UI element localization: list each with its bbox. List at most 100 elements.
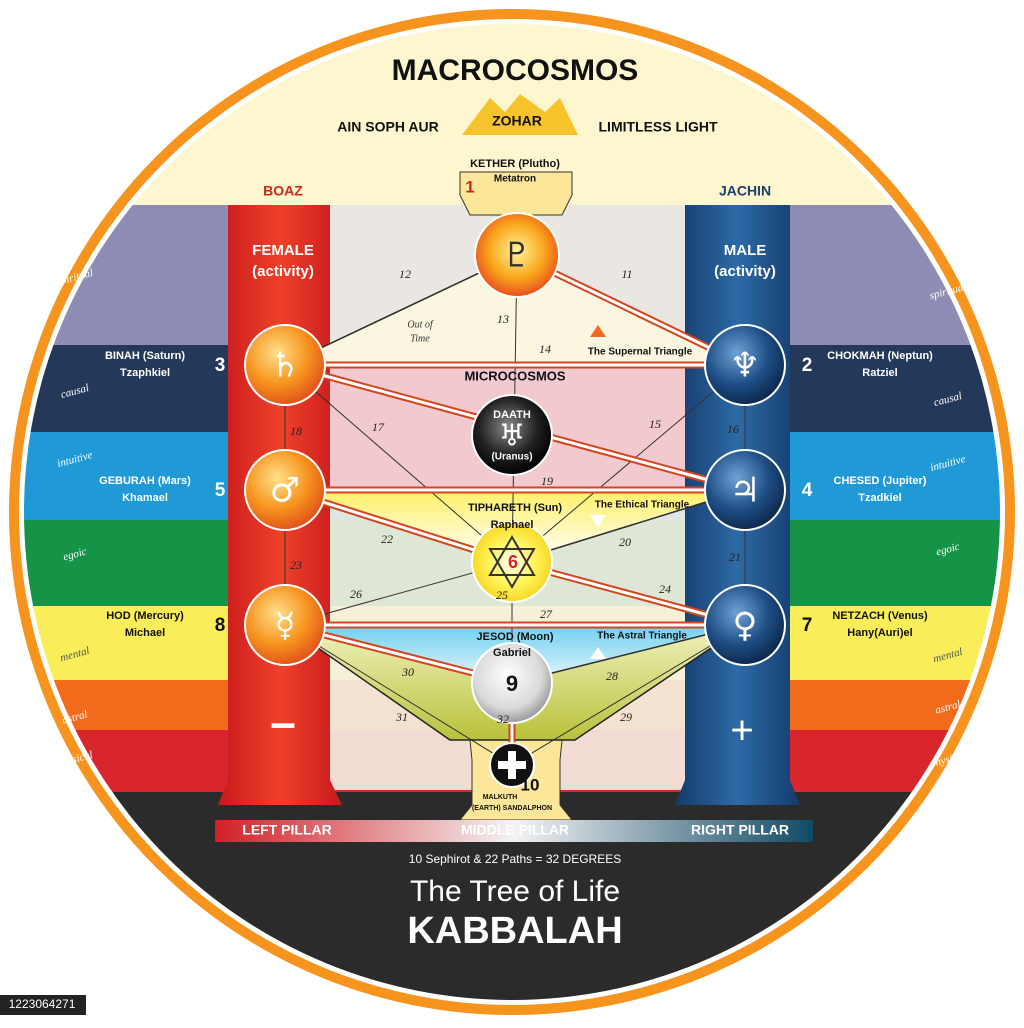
path-number: 21 bbox=[729, 550, 741, 564]
sephira-symbol: ♄ bbox=[270, 346, 300, 386]
path-number: 16 bbox=[727, 422, 739, 436]
image-id: 1223064271 bbox=[9, 997, 76, 1011]
sephira-angel: Gabriel bbox=[493, 647, 531, 659]
path-number: 22 bbox=[381, 532, 393, 546]
sephira bbox=[471, 521, 553, 603]
path-number: 14 bbox=[539, 342, 551, 356]
path-number: 19 bbox=[541, 474, 553, 488]
footer-summary: 10 Sephirot & 22 Paths = 32 DEGREES bbox=[409, 852, 621, 866]
path-number: 28 bbox=[606, 669, 618, 683]
sephira bbox=[471, 642, 553, 724]
header-right: LIMITLESS LIGHT bbox=[599, 119, 718, 135]
sephira-angel: (EARTH) SANDALPHON bbox=[472, 805, 552, 812]
daath bbox=[471, 394, 553, 476]
triangle-marker bbox=[590, 647, 606, 659]
path-number: 25 bbox=[496, 588, 508, 602]
sephira-name: HOD (Mercury) bbox=[106, 610, 184, 622]
path-number: 32 bbox=[496, 712, 509, 726]
path-number: 17 bbox=[372, 420, 385, 434]
footer-title: The Tree of Life bbox=[410, 875, 620, 908]
pillar-label: MIDDLE PILLAR bbox=[461, 822, 569, 838]
pillar-name: BOAZ bbox=[263, 183, 303, 199]
path-line bbox=[284, 364, 513, 563]
path-number: 13 bbox=[497, 312, 509, 326]
pillar-label: RIGHT PILLAR bbox=[691, 822, 789, 838]
path-number: 24 bbox=[659, 582, 671, 596]
pillar-bar bbox=[215, 820, 813, 842]
sephira bbox=[244, 449, 326, 531]
sephira-symbol: ♃ bbox=[730, 471, 760, 511]
sephira-number: 7 bbox=[802, 615, 813, 636]
triangle-marker bbox=[590, 325, 606, 337]
sephira-number: 4 bbox=[802, 480, 813, 501]
path-number: 23 bbox=[290, 558, 302, 572]
sephira-name: KETHER (Plutho) bbox=[470, 158, 560, 170]
sephira bbox=[704, 324, 786, 406]
hexagram bbox=[488, 535, 536, 576]
triangle-label: The Supernal Triangle bbox=[588, 347, 693, 358]
triangle-label: The Astral Triangle bbox=[597, 631, 687, 642]
triangle-marker bbox=[590, 515, 606, 527]
daath-planet: (Uranus) bbox=[491, 452, 532, 463]
microcosmos: MICROCOSMOS bbox=[464, 368, 565, 383]
path-number: 20 bbox=[619, 535, 631, 549]
pillar-polarity: FEMALE bbox=[252, 242, 314, 259]
sephira-symbol: ♆ bbox=[730, 346, 760, 386]
sephira-name: BINAH (Saturn) bbox=[105, 350, 185, 362]
path-number: 31 bbox=[395, 710, 408, 724]
triangle-label: The Ethical Triangle bbox=[595, 500, 690, 511]
sephira-number: 5 bbox=[215, 480, 226, 501]
sephira-name: MALKUTH bbox=[483, 794, 518, 801]
sephira-name: NETZACH (Venus) bbox=[832, 610, 928, 622]
sephira-angel: Hany(Auri)el bbox=[847, 627, 912, 639]
sephira-angel: Tzaphkiel bbox=[120, 367, 170, 379]
daath-symbol: ♅ bbox=[499, 419, 526, 454]
path-number: 26 bbox=[350, 587, 362, 601]
sephira-angel: Khamael bbox=[122, 492, 168, 504]
header-title: MACROCOSMOS bbox=[392, 54, 639, 87]
plane-label: egoic bbox=[62, 546, 88, 564]
pillar-name: JACHIN bbox=[719, 183, 771, 199]
pillar-sign: – bbox=[270, 696, 296, 748]
sephira-number: 2 bbox=[802, 355, 813, 376]
out-of-time: Out of bbox=[407, 319, 434, 330]
path-number: 11 bbox=[621, 267, 632, 281]
sephira-angel: Raphael bbox=[491, 519, 534, 531]
footer-subtitle: KABBALAH bbox=[407, 910, 622, 952]
sephira-name: CHOKMAH (Neptun) bbox=[827, 350, 933, 362]
path-number: 18 bbox=[290, 424, 302, 438]
pillar-polarity: (activity) bbox=[714, 263, 776, 280]
pillar-label: LEFT PILLAR bbox=[242, 822, 331, 838]
path-line bbox=[511, 624, 746, 766]
pillar-polarity: MALE bbox=[724, 242, 767, 259]
path-number: 15 bbox=[649, 417, 661, 431]
path-line bbox=[284, 624, 513, 766]
path-number: 12 bbox=[399, 267, 411, 281]
sephira-symbol: ♂ bbox=[270, 471, 300, 511]
sephira-angel: Michael bbox=[125, 627, 165, 639]
malkuth-cross bbox=[498, 761, 526, 769]
sephira-name: GEBURAH (Mars) bbox=[99, 475, 191, 487]
middle-pillar-top bbox=[459, 171, 573, 216]
image-id-bg bbox=[0, 995, 86, 1015]
path-number: 29 bbox=[620, 710, 632, 724]
sephira-symbol: ♀ bbox=[733, 606, 758, 646]
lightning-flash-core bbox=[283, 253, 747, 765]
sephira-number: 9 bbox=[506, 671, 518, 696]
plane-label: egoic bbox=[935, 541, 961, 559]
sephira-symbol: ♇ bbox=[502, 236, 532, 276]
sephira-symbol: ☿ bbox=[275, 606, 296, 646]
path-line bbox=[511, 364, 746, 563]
header-left: AIN SOPH AUR bbox=[337, 119, 438, 135]
sephira-angel: Metatron bbox=[494, 174, 536, 185]
sephira-number: 6 bbox=[508, 552, 518, 572]
sephira-name: CHESED (Jupiter) bbox=[834, 475, 927, 487]
sephira bbox=[704, 449, 786, 531]
pillar-sign: + bbox=[730, 709, 753, 753]
sephira-number: 10 bbox=[521, 775, 540, 794]
out-of-time: Time bbox=[410, 333, 430, 344]
sephira-name: TIPHARETH (Sun) bbox=[468, 502, 562, 514]
pillar-polarity: (activity) bbox=[252, 263, 314, 280]
sephira-angel: Tzadkiel bbox=[858, 492, 901, 504]
